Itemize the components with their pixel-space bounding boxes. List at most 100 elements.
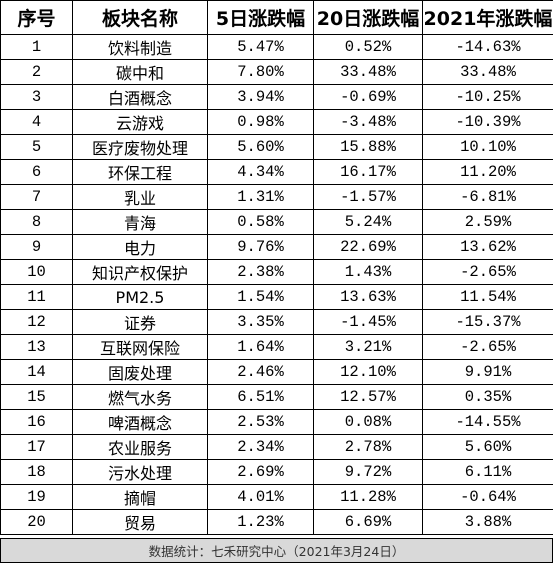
- sector-name: 污水处理: [72, 459, 208, 485]
- change-20day: -3.48%: [313, 109, 423, 135]
- change-5day: 4.34%: [207, 159, 314, 185]
- change-20day: 0.52%: [313, 34, 423, 60]
- table-row: 16 啤酒概念 2.53% 0.08% -14.55%: [0, 409, 553, 435]
- sector-name: 环保工程: [72, 159, 208, 185]
- change-20day: -1.45%: [313, 309, 423, 335]
- sector-name: 啤酒概念: [72, 409, 208, 435]
- change-5day: 4.01%: [207, 484, 314, 510]
- sector-name: 燃气水务: [72, 384, 208, 410]
- sector-name: 白酒概念: [72, 84, 208, 110]
- row-index: 3: [0, 84, 73, 110]
- change-20day: 0.08%: [313, 409, 423, 435]
- row-index: 5: [0, 134, 73, 160]
- row-index: 6: [0, 159, 73, 185]
- sector-name: 农业服务: [72, 434, 208, 460]
- change-20day: -0.69%: [313, 84, 423, 110]
- change-5day: 2.53%: [207, 409, 314, 435]
- change-2021: -10.25%: [422, 84, 553, 110]
- change-2021: -14.63%: [422, 34, 553, 60]
- change-5day: 1.31%: [207, 184, 314, 210]
- row-index: 18: [0, 459, 73, 485]
- change-2021: -2.65%: [422, 259, 553, 285]
- table-row: 12 证券 3.35% -1.45% -15.37%: [0, 309, 553, 335]
- sector-name: 贸易: [72, 509, 208, 535]
- change-5day: 5.60%: [207, 134, 314, 160]
- change-20day: 15.88%: [313, 134, 423, 160]
- change-20day: 1.43%: [313, 259, 423, 285]
- table-row: 4 云游戏 0.98% -3.48% -10.39%: [0, 109, 553, 135]
- row-index: 17: [0, 434, 73, 460]
- table-row: 3 白酒概念 3.94% -0.69% -10.25%: [0, 84, 553, 110]
- table-body: 1 饮料制造 5.47% 0.52% -14.63% 2 碳中和 7.80% 33.48% 33.…: [0, 34, 553, 535]
- change-2021: 5.60%: [422, 434, 553, 460]
- row-index: 19: [0, 484, 73, 510]
- change-5day: 2.46%: [207, 359, 314, 385]
- sector-name: 饮料制造: [72, 34, 208, 60]
- sector-name: 互联网保险: [72, 334, 208, 360]
- change-5day: 0.98%: [207, 109, 314, 135]
- table-row: 11 PM2.5 1.54% 13.63% 11.54%: [0, 284, 553, 310]
- row-index: 15: [0, 384, 73, 410]
- change-2021: -10.39%: [422, 109, 553, 135]
- table-row: 20 贸易 1.23% 6.69% 3.88%: [0, 509, 553, 535]
- sector-name: 碳中和: [72, 59, 208, 85]
- change-5day: 2.34%: [207, 434, 314, 460]
- row-index: 7: [0, 184, 73, 210]
- row-index: 14: [0, 359, 73, 385]
- change-2021: -6.81%: [422, 184, 553, 210]
- table-row: 17 农业服务 2.34% 2.78% 5.60%: [0, 434, 553, 460]
- change-2021: 3.88%: [422, 509, 553, 535]
- sector-name: 固废处理: [72, 359, 208, 385]
- change-20day: 2.78%: [313, 434, 423, 460]
- table-row: 9 电力 9.76% 22.69% 13.62%: [0, 234, 553, 260]
- row-index: 12: [0, 309, 73, 335]
- row-index: 16: [0, 409, 73, 435]
- change-20day: 11.28%: [313, 484, 423, 510]
- sector-name: PM2.5: [72, 284, 208, 310]
- row-index: 10: [0, 259, 73, 285]
- change-2021: -15.37%: [422, 309, 553, 335]
- sector-name: 摘帽: [72, 484, 208, 510]
- footer-text: 数据统计：七禾研究中心（2021年3月24日）: [148, 544, 405, 559]
- change-5day: 9.76%: [207, 234, 314, 260]
- header-2021-change: 2021年涨跌幅: [422, 0, 553, 35]
- sector-name: 青海: [72, 209, 208, 235]
- header-5day-change: 5日涨跌幅: [207, 0, 314, 35]
- change-5day: 5.47%: [207, 34, 314, 60]
- change-2021: 2.59%: [422, 209, 553, 235]
- row-index: 1: [0, 34, 73, 60]
- change-2021: 11.20%: [422, 159, 553, 185]
- sector-name: 乳业: [72, 184, 208, 210]
- table-row: 15 燃气水务 6.51% 12.57% 0.35%: [0, 384, 553, 410]
- change-20day: -1.57%: [313, 184, 423, 210]
- change-5day: 2.38%: [207, 259, 314, 285]
- change-20day: 12.10%: [313, 359, 423, 385]
- change-2021: 11.54%: [422, 284, 553, 310]
- header-row: 序号 板块名称 5日涨跌幅 20日涨跌幅 2021年涨跌幅: [0, 0, 553, 35]
- sector-performance-table: 序号 板块名称 5日涨跌幅 20日涨跌幅 2021年涨跌幅 1 饮料制造 5.47%…: [0, 0, 553, 535]
- row-index: 4: [0, 109, 73, 135]
- change-20day: 22.69%: [313, 234, 423, 260]
- change-20day: 6.69%: [313, 509, 423, 535]
- row-index: 20: [0, 509, 73, 535]
- change-2021: -2.65%: [422, 334, 553, 360]
- change-20day: 13.63%: [313, 284, 423, 310]
- change-5day: 1.54%: [207, 284, 314, 310]
- change-2021: 13.62%: [422, 234, 553, 260]
- row-index: 2: [0, 59, 73, 85]
- change-2021: 9.91%: [422, 359, 553, 385]
- change-20day: 12.57%: [313, 384, 423, 410]
- change-20day: 5.24%: [313, 209, 423, 235]
- change-2021: 0.35%: [422, 384, 553, 410]
- row-index: 13: [0, 334, 73, 360]
- header-20day-change: 20日涨跌幅: [313, 0, 423, 35]
- table-row: 1 饮料制造 5.47% 0.52% -14.63%: [0, 34, 553, 60]
- table-row: 18 污水处理 2.69% 9.72% 6.11%: [0, 459, 553, 485]
- change-20day: 16.17%: [313, 159, 423, 185]
- row-index: 8: [0, 209, 73, 235]
- sector-name: 云游戏: [72, 109, 208, 135]
- table-row: 2 碳中和 7.80% 33.48% 33.48%: [0, 59, 553, 85]
- change-5day: 0.58%: [207, 209, 314, 235]
- change-2021: 33.48%: [422, 59, 553, 85]
- change-20day: 33.48%: [313, 59, 423, 85]
